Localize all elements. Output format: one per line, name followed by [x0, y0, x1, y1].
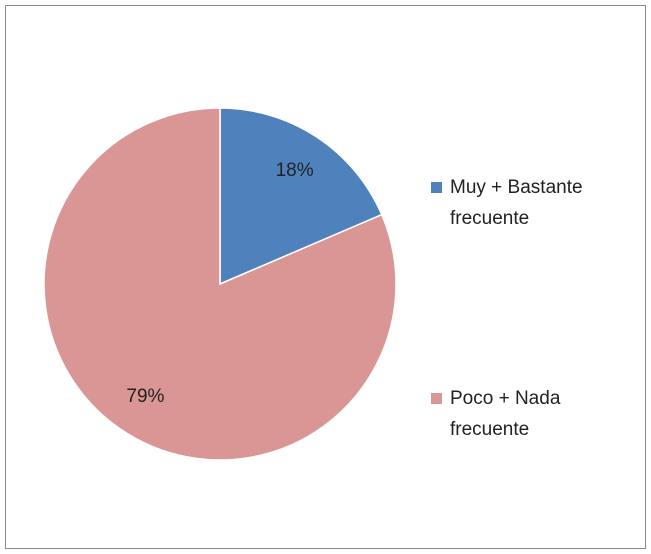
legend-swatch — [431, 182, 442, 193]
data-label: 18% — [276, 160, 314, 181]
legend-label: Muy + Bastante frecuente — [450, 177, 583, 229]
data-label: 79% — [126, 386, 164, 407]
pie-slice — [219, 107, 383, 286]
legend-label: Poco + Nada frecuente — [450, 388, 561, 440]
pie-slice — [43, 107, 397, 461]
legend-swatch — [431, 393, 442, 404]
